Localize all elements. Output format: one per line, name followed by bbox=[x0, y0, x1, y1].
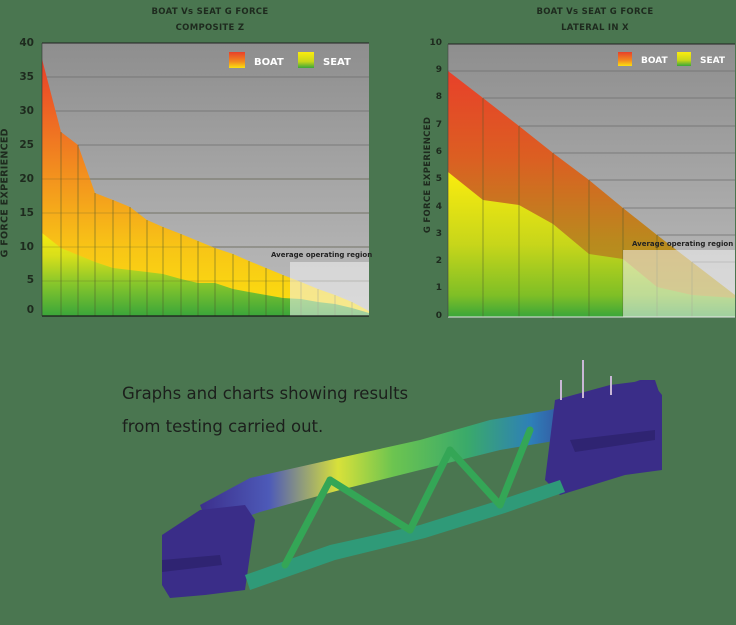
y-tick: 5 bbox=[435, 174, 442, 184]
chart1-subtitle: COMPOSITE Z bbox=[175, 23, 245, 33]
beam-right-slot bbox=[570, 430, 655, 452]
legend-swatch-boat bbox=[229, 52, 245, 68]
chart2-seat-area bbox=[448, 172, 735, 317]
y-tick: 0 bbox=[26, 304, 34, 316]
y-tick: 10 bbox=[429, 38, 442, 48]
legend-swatch-boat bbox=[618, 52, 632, 66]
chart2-legend: BOAT SEAT bbox=[618, 52, 726, 66]
legend-label-seat: SEAT bbox=[323, 57, 351, 68]
chart1: Average operating region BOAT SEAT bbox=[41, 42, 372, 317]
y-tick: 1 bbox=[435, 283, 442, 293]
y-tick: 6 bbox=[435, 147, 442, 157]
y-tick: 8 bbox=[435, 92, 442, 102]
chart2-title: BOAT Vs SEAT G FORCE LATERAL IN X bbox=[475, 4, 715, 36]
beam-bolts bbox=[560, 360, 612, 400]
beam-bottom-rail bbox=[245, 480, 565, 590]
beam-left-slot bbox=[162, 555, 222, 572]
y-tick: 4 bbox=[435, 202, 442, 212]
y-tick: 7 bbox=[435, 120, 442, 130]
chart1-legend: BOAT SEAT bbox=[229, 52, 351, 68]
legend-swatch-seat bbox=[298, 52, 314, 68]
chart1-title-line: BOAT Vs SEAT G FORCE bbox=[151, 7, 269, 17]
chart1-boat-area bbox=[42, 59, 369, 316]
y-tick: 20 bbox=[19, 173, 34, 185]
chart1-seat-area bbox=[42, 233, 369, 316]
chart2-operating-region bbox=[623, 250, 735, 317]
caption-line-1: Graphs and charts showing results bbox=[122, 384, 409, 403]
y-tick: 25 bbox=[19, 139, 34, 151]
y-tick: 35 bbox=[19, 71, 34, 83]
legend-label-boat: BOAT bbox=[641, 56, 669, 66]
fea-beam-render bbox=[162, 360, 662, 598]
y-tick: 9 bbox=[435, 65, 442, 75]
chart2-region-label: Average operating region bbox=[632, 240, 733, 248]
y-tick: 15 bbox=[19, 207, 34, 219]
legend-label-seat: SEAT bbox=[700, 56, 726, 66]
caption-line-2: from testing carried out. bbox=[122, 417, 324, 436]
legend-swatch-seat bbox=[677, 52, 691, 66]
chart2-title-line: BOAT Vs SEAT G FORCE bbox=[536, 7, 654, 17]
beam-left-block bbox=[162, 505, 255, 598]
legend-label-boat: BOAT bbox=[254, 57, 284, 68]
chart2-subtitle: LATERAL IN X bbox=[561, 23, 629, 33]
y-tick: 10 bbox=[19, 241, 34, 253]
chart1-title: BOAT Vs SEAT G FORCE COMPOSITE Z bbox=[90, 4, 330, 36]
y-tick: 3 bbox=[435, 229, 442, 239]
y-tick: 2 bbox=[435, 256, 442, 266]
y-tick: 30 bbox=[19, 105, 34, 117]
chart1-region-label: Average operating region bbox=[271, 251, 372, 259]
y-tick: 5 bbox=[26, 274, 34, 286]
beam-top bbox=[200, 380, 660, 530]
chart1-operating-region bbox=[290, 262, 369, 316]
beam-truss bbox=[281, 426, 534, 569]
y-tick: 0 bbox=[435, 311, 442, 321]
chart2: Average operating region BOAT SEAT bbox=[447, 43, 735, 319]
caption: Graphs and charts showing results from t… bbox=[122, 377, 408, 443]
y-tick: 40 bbox=[19, 37, 34, 49]
